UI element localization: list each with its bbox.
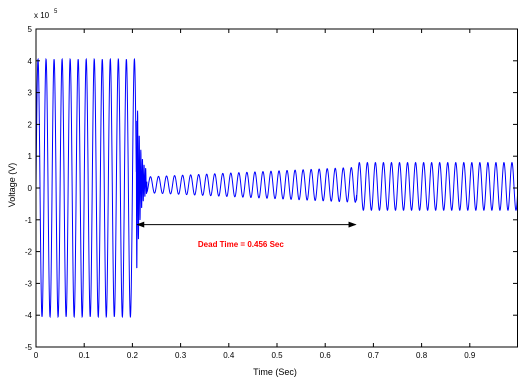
x-tick-label: 0.7	[368, 351, 380, 360]
dead-time-label: Dead Time = 0.456 Sec	[198, 240, 284, 249]
x-tick-label: 0.4	[223, 351, 235, 360]
x-tick-label: 0.2	[127, 351, 139, 360]
y-tick-label: -4	[25, 311, 33, 320]
y-axis-title: Voltage (V)	[7, 163, 17, 208]
y-axis-exponent-value: 5	[54, 9, 58, 15]
y-tick-label: -2	[25, 248, 33, 257]
series-layer	[35, 57, 518, 319]
y-tick-label: 2	[28, 120, 33, 129]
x-tick-label: 0.3	[175, 351, 187, 360]
y-tick-label: 0	[28, 184, 33, 193]
y-tick-label: 3	[28, 89, 33, 98]
x-tick-label: 0	[34, 351, 39, 360]
y-tick-label: -5	[25, 343, 33, 352]
y-axis-exponent-label: x 10	[34, 11, 50, 20]
y-tick-label: -3	[25, 279, 33, 288]
voltage-series-line	[35, 57, 518, 319]
y-tick-label: 5	[28, 25, 33, 34]
x-tick-label: 0.5	[271, 351, 283, 360]
y-tick-label: 4	[28, 57, 33, 66]
annotation-layer: Dead Time = 0.456 Sec	[136, 221, 357, 249]
x-tick-label: 0.6	[320, 351, 332, 360]
ticks-layer: 0 0.1 0.2 0.3 0.4 0.5 0.6 0.7 0.8 0.9 5 4 3 2 1 0 -1 -2 -3…	[25, 25, 517, 360]
x-axis-title: Time (Sec)	[253, 367, 297, 377]
x-tick-label: 0.8	[416, 351, 428, 360]
y-tick-label: 1	[28, 152, 33, 161]
x-tick-label: 0.9	[464, 351, 476, 360]
y-tick-label: -1	[25, 216, 33, 225]
x-tick-label: 0.1	[79, 351, 91, 360]
